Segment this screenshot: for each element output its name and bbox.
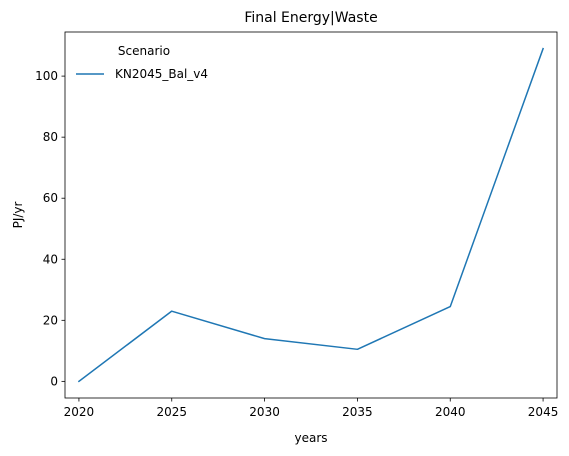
legend-title: Scenario bbox=[118, 44, 170, 58]
x-axis: 2020 2025 2030 2035 2040 2045 bbox=[64, 398, 559, 419]
x-axis-label: years bbox=[294, 431, 327, 445]
y-tick-label: 100 bbox=[35, 69, 58, 83]
y-axis: 0 20 40 60 80 100 bbox=[35, 69, 65, 388]
y-axis-label: PJ/yr bbox=[11, 202, 25, 229]
chart-title: Final Energy|Waste bbox=[244, 10, 377, 26]
x-tick-label: 2035 bbox=[342, 405, 373, 419]
series-line-0 bbox=[77, 47, 545, 383]
y-tick-label: 40 bbox=[43, 252, 58, 266]
y-tick-label: 60 bbox=[43, 191, 58, 205]
x-tick-label: 2020 bbox=[64, 405, 95, 419]
legend: Scenario KN2045_Bal_v4 bbox=[76, 44, 208, 81]
x-tick-label: 2030 bbox=[249, 405, 280, 419]
x-tick-label: 2040 bbox=[435, 405, 466, 419]
y-tick-label: 20 bbox=[43, 313, 58, 327]
y-tick-label: 0 bbox=[50, 374, 58, 388]
x-tick-label: 2025 bbox=[156, 405, 187, 419]
plot-area bbox=[64, 31, 558, 399]
series-layer bbox=[77, 47, 545, 383]
legend-label: KN2045_Bal_v4 bbox=[115, 67, 208, 81]
x-tick-label: 2045 bbox=[528, 405, 559, 419]
y-tick-label: 80 bbox=[43, 130, 58, 144]
